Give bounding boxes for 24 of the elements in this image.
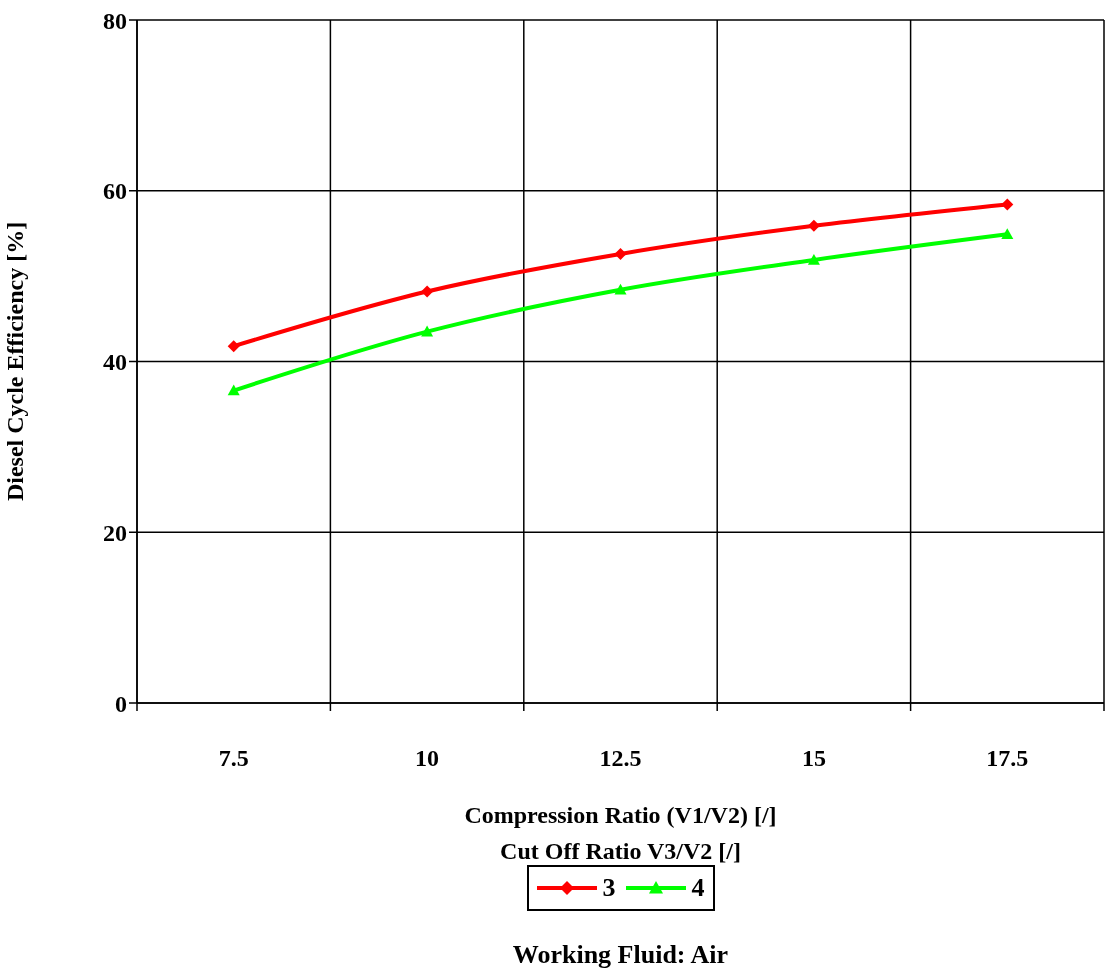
y-tick-label: 60 bbox=[103, 178, 127, 205]
y-tick-label: 40 bbox=[103, 349, 127, 376]
legend-label: 4 bbox=[691, 873, 705, 903]
x-tick-label: 12.5 bbox=[599, 745, 642, 772]
point bbox=[227, 384, 240, 396]
y-tick-label: 0 bbox=[115, 690, 127, 717]
legend-label: 3 bbox=[602, 873, 616, 903]
point bbox=[807, 253, 820, 265]
point bbox=[614, 283, 627, 295]
y-tick-label: 80 bbox=[103, 7, 127, 34]
x-tick-label: 7.5 bbox=[218, 745, 249, 772]
y-axis-title: Diesel Cycle Efficiency [%] bbox=[1, 221, 28, 502]
y-tick-label: 20 bbox=[103, 519, 127, 546]
text: Working Fluid: Air bbox=[511, 940, 730, 970]
point bbox=[227, 340, 240, 353]
x-axis-title: Compression Ratio (V1/V2) [/] Cut Off Ratio V3/V2 [/] bbox=[464, 802, 777, 864]
x-tick-label: 17.5 bbox=[986, 745, 1029, 772]
point bbox=[421, 285, 434, 298]
x-tick-label: 10 bbox=[415, 745, 440, 772]
point bbox=[1001, 228, 1014, 240]
point bbox=[614, 247, 627, 260]
point bbox=[807, 219, 820, 232]
point bbox=[421, 325, 434, 337]
x-tick-label: 15 bbox=[801, 745, 826, 772]
